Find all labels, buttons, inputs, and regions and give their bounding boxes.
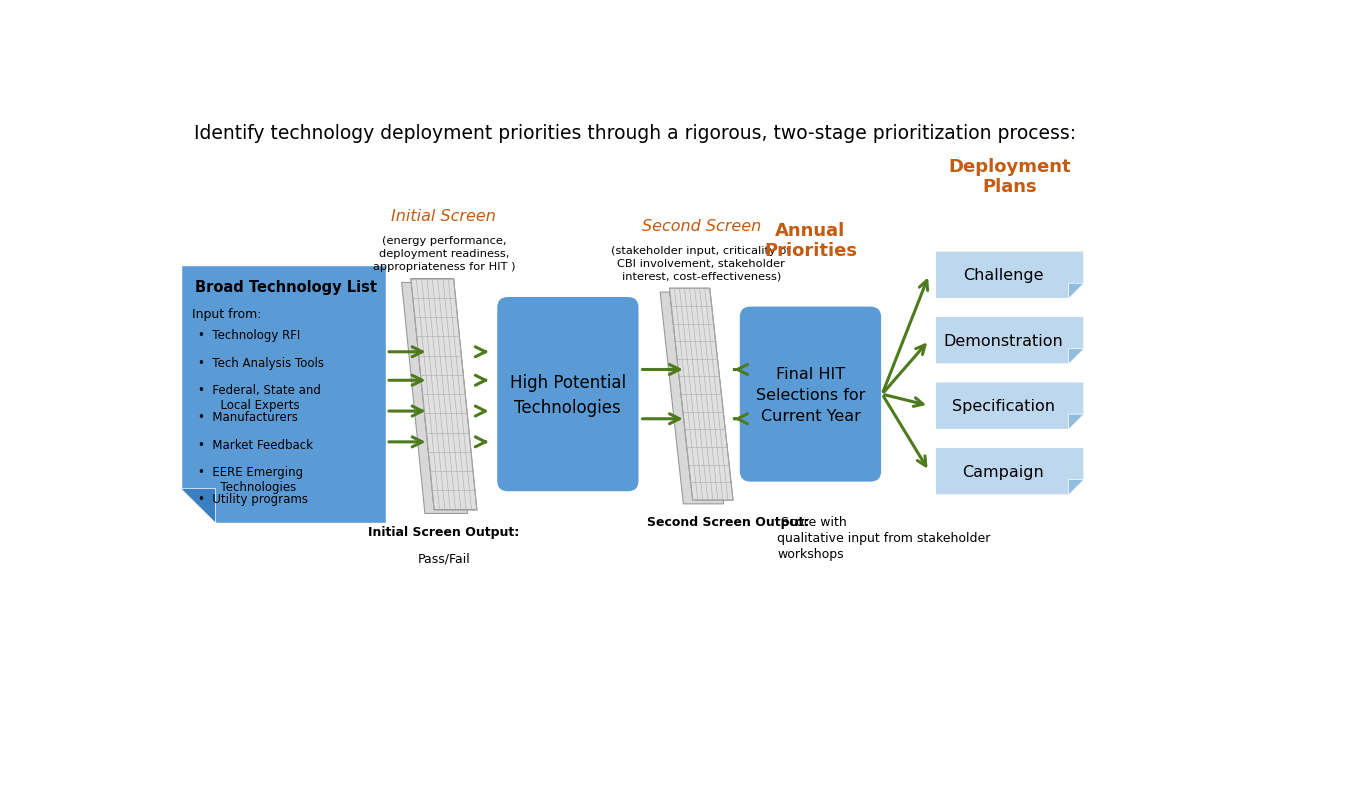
Polygon shape xyxy=(936,317,1084,365)
Text: Score with
qualitative input from stakeholder
workshops: Score with qualitative input from stakeh… xyxy=(778,516,991,561)
Text: •  Tech Analysis Tools: • Tech Analysis Tools xyxy=(198,356,324,369)
Polygon shape xyxy=(410,279,477,510)
Polygon shape xyxy=(1069,415,1084,430)
Text: (energy performance,
deployment readiness,
appropriateness for HIT ): (energy performance, deployment readines… xyxy=(373,236,516,272)
Polygon shape xyxy=(936,448,1084,496)
Text: •  Utility programs: • Utility programs xyxy=(198,492,308,506)
Text: •  Technology RFI: • Technology RFI xyxy=(198,329,300,342)
Polygon shape xyxy=(936,383,1084,430)
Polygon shape xyxy=(660,293,724,504)
Text: •  EERE Emerging
      Technologies: • EERE Emerging Technologies xyxy=(198,465,302,493)
Text: Input from:: Input from: xyxy=(193,308,262,321)
Polygon shape xyxy=(1069,349,1084,365)
Text: Identify technology deployment priorities through a rigorous, two-stage prioriti: Identify technology deployment prioritie… xyxy=(193,124,1076,143)
Polygon shape xyxy=(181,489,216,524)
Text: Initial Screen: Initial Screen xyxy=(392,209,497,224)
Text: Second Screen: Second Screen xyxy=(641,218,761,233)
Text: Broad Technology List: Broad Technology List xyxy=(194,280,377,294)
Text: Specification: Specification xyxy=(952,399,1054,414)
Polygon shape xyxy=(410,279,477,510)
Text: Deployment
Plans: Deployment Plans xyxy=(948,157,1071,196)
Text: High Potential
Technologies: High Potential Technologies xyxy=(510,373,626,416)
Text: Campaign: Campaign xyxy=(963,464,1045,479)
Text: •  Federal, State and
      Local Experts: • Federal, State and Local Experts xyxy=(198,383,321,411)
FancyBboxPatch shape xyxy=(497,297,640,492)
Polygon shape xyxy=(181,265,386,524)
Text: •  Manufacturers: • Manufacturers xyxy=(198,411,298,423)
Polygon shape xyxy=(402,283,467,514)
Text: Demonstration: Demonstration xyxy=(944,334,1064,348)
Polygon shape xyxy=(1069,284,1084,299)
Text: Pass/Fail: Pass/Fail xyxy=(417,553,470,565)
Text: (stakeholder input, criticality of
CBI involvement, stakeholder
interest, cost-e: (stakeholder input, criticality of CBI i… xyxy=(612,245,791,282)
Polygon shape xyxy=(936,252,1084,299)
Polygon shape xyxy=(1069,480,1084,496)
Text: Challenge: Challenge xyxy=(963,268,1044,283)
Text: Annual
Priorities: Annual Priorities xyxy=(764,221,857,260)
Text: Second Screen Output:: Second Screen Output: xyxy=(647,516,809,529)
Text: Initial Screen Output:: Initial Screen Output: xyxy=(369,525,520,538)
Text: •  Market Feedback: • Market Feedback xyxy=(198,438,313,451)
Text: Final HIT
Selections for
Current Year: Final HIT Selections for Current Year xyxy=(756,367,865,423)
FancyBboxPatch shape xyxy=(738,306,882,483)
Polygon shape xyxy=(670,289,733,500)
Polygon shape xyxy=(670,289,733,500)
